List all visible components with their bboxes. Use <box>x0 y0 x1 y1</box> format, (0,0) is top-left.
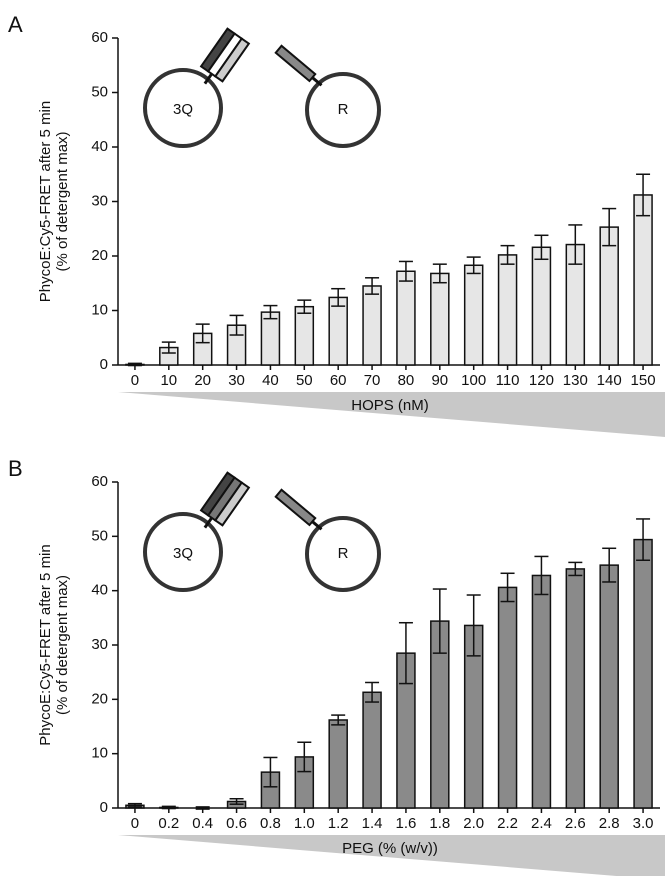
y-axis-label: (% of detergent max) <box>54 575 71 715</box>
panel-label: B <box>8 456 23 481</box>
y-tick-label: 10 <box>91 301 108 318</box>
x-tick-label: 100 <box>461 372 486 389</box>
x-tick-label: 70 <box>364 372 381 389</box>
y-tick-label: 30 <box>91 192 108 209</box>
y-tick-label: 20 <box>91 690 108 707</box>
y-axis-label: (% of detergent max) <box>54 131 71 271</box>
linker <box>203 72 213 85</box>
snare-bundle <box>199 471 251 529</box>
linker <box>311 76 323 87</box>
x-tick-label: 1.2 <box>328 815 349 832</box>
x-tick-label: 2.0 <box>463 815 484 832</box>
x-tick-label: 50 <box>296 372 313 389</box>
y-tick-label: 50 <box>91 527 108 544</box>
x-tick-label: 0.6 <box>226 815 247 832</box>
y-tick-label: 30 <box>91 636 108 653</box>
x-tick-label: 3.0 <box>633 815 654 832</box>
x-tick-label: 2.2 <box>497 815 518 832</box>
linker <box>311 520 323 531</box>
snare <box>213 37 251 83</box>
panel: B PhycoE:Cy5-FRET after 5 min (% of deterg… <box>8 456 665 876</box>
inset-label: R <box>338 101 349 118</box>
x-tick-label: 0 <box>131 815 139 832</box>
bar <box>531 246 552 366</box>
y-axis-label: PhycoE:Cy5-FRET after 5 min <box>37 544 54 745</box>
x-tick-label: 0 <box>131 372 139 389</box>
x-tick-label: 130 <box>563 372 588 389</box>
x-tick-label: 140 <box>597 372 622 389</box>
x-tick-label: 90 <box>431 372 448 389</box>
y-tick-label: 40 <box>91 138 108 155</box>
bar <box>497 254 518 366</box>
linker <box>203 516 213 529</box>
x-tick-label: 120 <box>529 372 554 389</box>
panel: A PhycoE:Cy5-FRET after 5 min (% of deterg… <box>8 12 665 437</box>
snare-bundle <box>199 27 251 85</box>
panel-label: A <box>8 12 23 37</box>
x-tick-label: 30 <box>228 372 245 389</box>
x-tick-label: 2.6 <box>565 815 586 832</box>
x-tick-label: 1.4 <box>362 815 383 832</box>
snare <box>274 44 317 83</box>
x-tick-label: 20 <box>194 372 211 389</box>
x-tick-label: 1.8 <box>429 815 450 832</box>
bar <box>531 574 552 809</box>
x-axis-label: HOPS (nM) <box>351 397 429 414</box>
inset-label: R <box>338 545 349 562</box>
inset-label: 3Q <box>173 101 193 118</box>
y-tick-label: 20 <box>91 247 108 264</box>
gradient-wedge <box>118 392 665 437</box>
inset-label: 3Q <box>173 545 193 562</box>
bar <box>599 564 619 809</box>
bar <box>294 305 315 366</box>
bar <box>565 568 586 809</box>
vesicle <box>305 516 381 592</box>
bar <box>396 270 416 366</box>
x-tick-label: 0.8 <box>260 815 281 832</box>
x-tick-label: 1.6 <box>396 815 417 832</box>
bar <box>430 272 450 366</box>
snare-r <box>274 44 323 87</box>
snare-r <box>274 488 323 531</box>
y-tick-label: 60 <box>91 473 108 490</box>
snare <box>213 481 251 527</box>
x-tick-label: 2.8 <box>599 815 620 832</box>
x-tick-label: 1.0 <box>294 815 315 832</box>
x-tick-label: 2.4 <box>531 815 552 832</box>
x-axis-label: PEG (% (w/v)) <box>342 840 438 857</box>
x-tick-label: 0.4 <box>192 815 213 832</box>
bar <box>463 264 484 366</box>
y-tick-label: 50 <box>91 83 108 100</box>
y-axis-label: PhycoE:Cy5-FRET after 5 min <box>37 101 54 302</box>
bar <box>497 586 518 809</box>
bar <box>599 226 619 366</box>
bar <box>260 311 281 366</box>
snare <box>274 488 317 527</box>
bar <box>362 285 382 366</box>
bar <box>633 194 653 366</box>
vesicle <box>143 512 223 592</box>
y-tick-label: 10 <box>91 745 108 762</box>
y-tick-label: 40 <box>91 582 108 599</box>
x-tick-label: 10 <box>160 372 177 389</box>
x-tick-label: 150 <box>631 372 656 389</box>
x-tick-label: 0.2 <box>158 815 179 832</box>
y-tick-label: 60 <box>91 29 108 46</box>
bar <box>362 691 382 809</box>
bar <box>328 719 348 809</box>
x-tick-label: 110 <box>496 372 520 389</box>
y-tick-label: 0 <box>100 356 108 373</box>
y-tick-label: 0 <box>100 799 108 816</box>
x-tick-label: 40 <box>262 372 279 389</box>
gradient-wedge <box>118 835 665 876</box>
bar <box>633 538 653 809</box>
bar <box>328 296 348 366</box>
vesicle <box>305 72 381 148</box>
vesicle <box>143 68 223 148</box>
x-tick-label: 80 <box>398 372 415 389</box>
x-tick-label: 60 <box>330 372 347 389</box>
